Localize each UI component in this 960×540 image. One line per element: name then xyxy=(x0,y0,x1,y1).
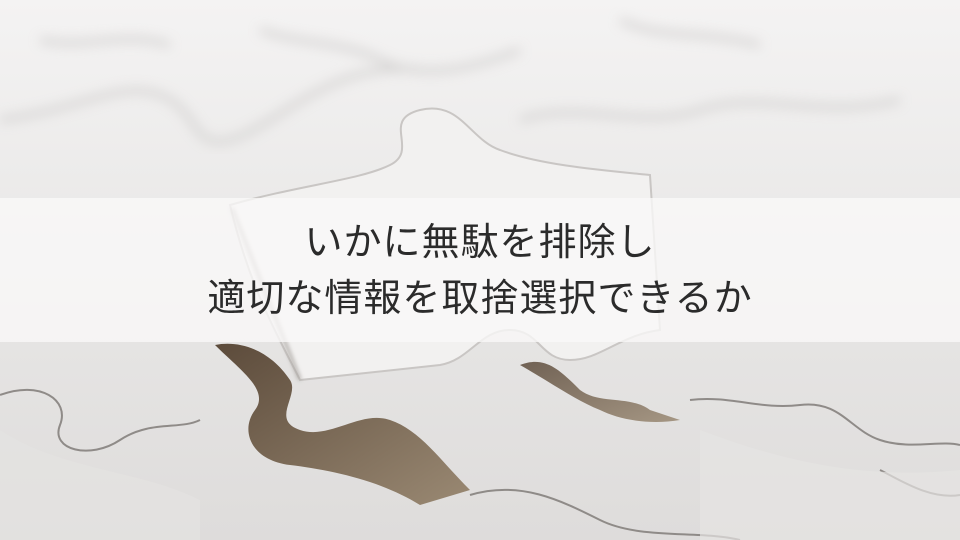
caption-line-2: 適切な情報を取捨選択できるか xyxy=(207,276,753,320)
caption-band: いかに無駄を排除し 適切な情報を取捨選択できるか xyxy=(0,198,960,342)
caption-line-1: いかに無駄を排除し xyxy=(304,220,656,264)
background-puzzle-seams xyxy=(0,17,901,145)
puzzle-gaps xyxy=(215,343,680,505)
